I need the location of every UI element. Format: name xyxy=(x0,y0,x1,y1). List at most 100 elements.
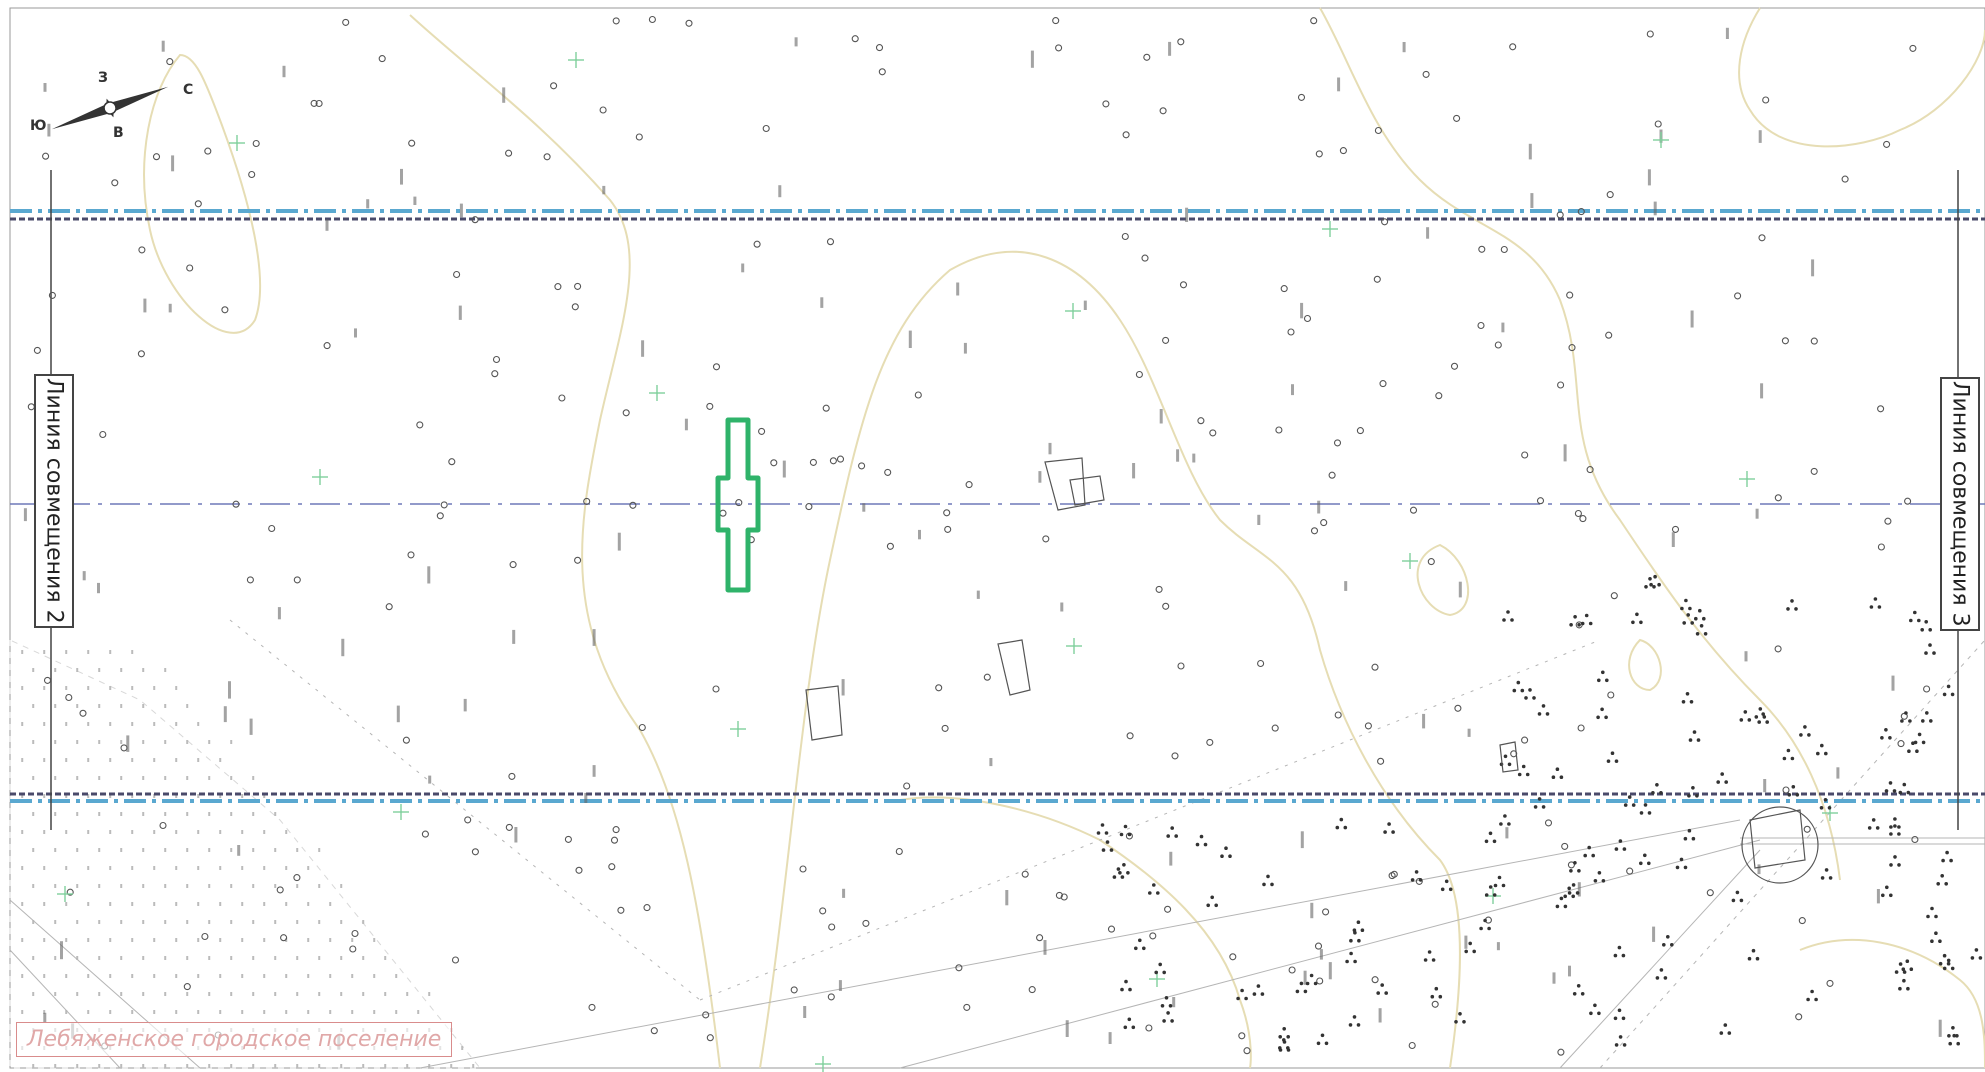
survey-point xyxy=(886,542,894,550)
tree-symbol-icon xyxy=(1907,741,1919,753)
tree-symbol-icon xyxy=(1613,945,1626,958)
hatch-dot xyxy=(32,812,35,816)
hatch-dot xyxy=(230,920,233,924)
tree-symbol-icon xyxy=(1941,850,1953,863)
survey-point xyxy=(416,421,424,429)
hatch-dot xyxy=(318,992,321,996)
tree-symbol-icon xyxy=(1614,1035,1627,1047)
tree-symbol-icon xyxy=(1924,643,1936,655)
hatch-dot xyxy=(274,884,277,888)
survey-point xyxy=(111,179,119,187)
tree-symbol-icon xyxy=(1154,962,1166,975)
hatch-dot xyxy=(142,740,145,744)
location-marker-icon[interactable] xyxy=(715,417,761,593)
survey-point xyxy=(862,919,870,927)
elevation-mark xyxy=(794,37,798,47)
hatch-dot xyxy=(197,938,200,942)
survey-point xyxy=(1654,120,1662,128)
survey-point xyxy=(491,370,499,378)
hatch-dot xyxy=(373,1010,376,1014)
building[interactable] xyxy=(1749,809,1806,869)
survey-point xyxy=(1315,150,1323,158)
hatch-dot xyxy=(285,1010,288,1014)
tree-symbol-icon xyxy=(1694,608,1706,621)
survey-point xyxy=(629,501,637,509)
survey-point xyxy=(903,782,911,790)
hatch-dot xyxy=(43,902,46,906)
survey-point xyxy=(508,772,516,780)
elevation-mark xyxy=(1690,310,1694,328)
survey-point xyxy=(1904,497,1912,505)
survey-point xyxy=(935,684,943,692)
survey-point xyxy=(385,603,393,611)
hatch-dot xyxy=(76,956,79,960)
elevation-mark xyxy=(171,155,175,172)
hatch-dot xyxy=(76,848,79,852)
survey-point xyxy=(1826,979,1834,987)
survey-point xyxy=(554,283,562,291)
well-enclosure[interactable] xyxy=(1741,806,1819,884)
tree-symbol-icon xyxy=(1739,710,1752,722)
survey-point xyxy=(1356,427,1364,435)
tree-symbol-icon xyxy=(1430,986,1443,999)
tree-symbol-icon xyxy=(1898,782,1911,795)
elevation-mark xyxy=(617,532,621,551)
survey-point xyxy=(323,342,331,350)
survey-point xyxy=(1431,1000,1439,1008)
tree-symbol-icon xyxy=(1894,962,1907,974)
elevation-mark xyxy=(1043,940,1047,955)
elevation-mark xyxy=(1467,728,1471,737)
survey-point xyxy=(137,350,145,358)
tree-symbol-icon xyxy=(1118,863,1130,875)
elevation-mark xyxy=(989,758,993,767)
survey-point xyxy=(805,503,813,511)
survey-point xyxy=(1390,870,1398,878)
building[interactable] xyxy=(1044,457,1086,511)
survey-point xyxy=(1379,380,1387,388)
elevation-mark xyxy=(400,168,403,185)
hatch-dot xyxy=(307,938,310,942)
building[interactable] xyxy=(1069,475,1105,506)
contour-line xyxy=(1319,7,1841,881)
elevation-mark xyxy=(1168,41,1172,56)
survey-point xyxy=(1509,43,1517,51)
survey-point xyxy=(1102,100,1110,108)
elevation-mark xyxy=(60,941,63,960)
survey-point xyxy=(617,906,625,914)
elevation-mark xyxy=(47,123,51,137)
tree-symbol-icon xyxy=(1479,918,1491,931)
survey-point xyxy=(402,736,410,744)
elevation-mark xyxy=(1192,453,1196,463)
survey-point xyxy=(194,200,202,208)
survey-point xyxy=(1257,659,1265,668)
building[interactable] xyxy=(997,639,1031,696)
survey-point xyxy=(643,904,651,912)
hatch-dot xyxy=(296,992,299,996)
survey-point xyxy=(1734,292,1742,300)
hatch-dot xyxy=(43,938,46,942)
elevation-mark xyxy=(1317,500,1321,514)
hatch-dot xyxy=(208,776,211,780)
elevation-mark xyxy=(43,1012,47,1022)
compass-rose-icon xyxy=(51,86,169,130)
tree-symbol-icon xyxy=(1639,853,1651,866)
building[interactable] xyxy=(805,685,843,741)
tree-symbol-icon xyxy=(1464,941,1476,954)
hatch-dot xyxy=(175,722,178,726)
hatch-dot xyxy=(54,704,57,708)
hatch-dot xyxy=(230,776,233,780)
hatch-dot xyxy=(296,848,299,852)
survey-point xyxy=(822,404,830,412)
survey-point xyxy=(1243,1047,1251,1055)
survey-point xyxy=(1164,905,1172,913)
compass-east-letter: В xyxy=(113,125,124,141)
hatch-dot xyxy=(263,938,266,942)
compass-west-letter: З xyxy=(98,70,108,86)
elevation-mark xyxy=(1501,322,1505,333)
survey-point xyxy=(799,865,807,873)
survey-points xyxy=(27,15,1955,1056)
building[interactable] xyxy=(1499,741,1519,773)
contour-line xyxy=(409,14,721,1069)
tree-symbol-icon xyxy=(1662,935,1674,947)
